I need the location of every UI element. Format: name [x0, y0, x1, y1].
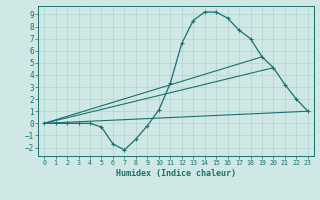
X-axis label: Humidex (Indice chaleur): Humidex (Indice chaleur) — [116, 169, 236, 178]
